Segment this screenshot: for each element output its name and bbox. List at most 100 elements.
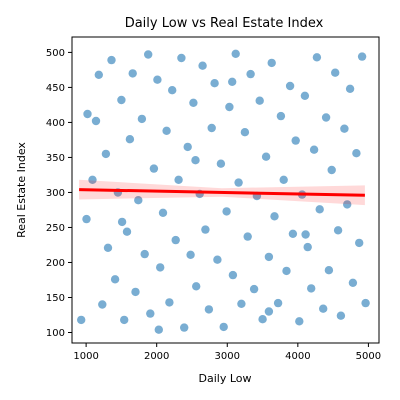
- data-point: [204, 305, 214, 314]
- x-tick-label: 3000: [215, 351, 240, 362]
- y-tick-label: 500: [46, 48, 65, 59]
- data-point: [213, 255, 222, 264]
- data-point: [315, 205, 324, 214]
- data-point: [357, 52, 367, 61]
- data-point: [174, 175, 183, 184]
- data-point: [276, 111, 286, 121]
- data-point: [154, 325, 163, 334]
- data-point: [321, 113, 331, 122]
- data-point: [285, 81, 295, 91]
- x-tick-label: 5000: [356, 351, 381, 362]
- data-point: [331, 68, 340, 77]
- y-tick-label: 100: [46, 328, 65, 339]
- data-point: [165, 298, 174, 307]
- data-point: [134, 196, 143, 205]
- data-point: [77, 315, 86, 325]
- data-point: [228, 270, 238, 280]
- data-point: [98, 300, 107, 309]
- data-point: [234, 178, 243, 187]
- data-point: [243, 232, 252, 241]
- trendline-group: [79, 179, 365, 206]
- data-point: [355, 238, 364, 248]
- data-point: [101, 149, 111, 159]
- data-point: [122, 227, 132, 236]
- data-point: [140, 249, 149, 259]
- data-point: [345, 84, 355, 94]
- y-tick-label: 200: [46, 258, 65, 269]
- data-point: [201, 225, 210, 234]
- data-point: [158, 208, 168, 217]
- y-tick-label: 400: [46, 118, 65, 129]
- data-point: [146, 309, 155, 318]
- data-point: [237, 299, 246, 308]
- data-point: [267, 58, 276, 68]
- data-point: [264, 307, 274, 316]
- data-point: [210, 79, 219, 88]
- y-tick-label: 250: [46, 223, 65, 234]
- data-point: [191, 156, 200, 165]
- data-point: [192, 282, 201, 291]
- data-point: [270, 212, 279, 221]
- data-point: [312, 53, 322, 62]
- y-tick-label: 350: [46, 153, 65, 164]
- data-point: [361, 298, 370, 308]
- data-point: [88, 175, 97, 184]
- data-point: [120, 315, 129, 325]
- data-point: [303, 242, 312, 252]
- data-point: [231, 49, 240, 58]
- chart-title: Daily Low vs Real Estate Index: [125, 16, 324, 31]
- y-tick-label: 300: [46, 188, 65, 199]
- data-point: [91, 116, 101, 126]
- data-point: [246, 69, 255, 79]
- plot-frame: [71, 36, 380, 344]
- data-point: [249, 284, 259, 294]
- trendline: [79, 188, 365, 197]
- data-point: [103, 243, 113, 252]
- data-point: [107, 55, 116, 65]
- data-point: [324, 266, 334, 275]
- data-point: [171, 235, 180, 245]
- data-point: [225, 102, 234, 112]
- data-point: [177, 53, 186, 63]
- data-point: [300, 91, 310, 101]
- data-point: [82, 214, 91, 224]
- data-point: [149, 164, 159, 173]
- data-point: [131, 287, 140, 297]
- data-point: [336, 311, 346, 320]
- data-point: [352, 149, 361, 158]
- data-point: [255, 96, 264, 105]
- data-point: [117, 95, 126, 105]
- data-point: [307, 284, 316, 293]
- data-point: [83, 109, 92, 119]
- data-point: [219, 322, 228, 332]
- data-point: [156, 263, 165, 272]
- y-axis-label: Real Estate Index: [15, 142, 28, 238]
- data-point: [189, 98, 198, 108]
- data-point: [340, 124, 349, 133]
- data-point: [258, 315, 267, 324]
- data-point: [309, 145, 319, 154]
- data-point: [282, 266, 291, 276]
- x-tick-label: 1000: [73, 351, 98, 362]
- data-point: [319, 304, 328, 313]
- data-point: [261, 152, 271, 161]
- data-point: [144, 50, 153, 59]
- data-point: [198, 61, 207, 70]
- data-point: [228, 77, 237, 87]
- data-point: [240, 128, 250, 137]
- data-point: [343, 200, 352, 209]
- data-point: [183, 142, 192, 152]
- data-point: [348, 278, 358, 287]
- y-tick-label: 450: [46, 83, 65, 94]
- data-point: [327, 165, 336, 175]
- data-point: [222, 207, 231, 216]
- data-point: [264, 252, 274, 262]
- x-tick-label: 2000: [144, 351, 169, 362]
- data-points: [77, 49, 370, 334]
- data-point: [110, 275, 120, 284]
- y-axis-ticks: 100 150 200 250 300 350 400 450 500: [46, 48, 72, 339]
- data-point: [137, 114, 147, 124]
- data-point: [288, 229, 298, 238]
- y-tick-label: 150: [46, 293, 65, 304]
